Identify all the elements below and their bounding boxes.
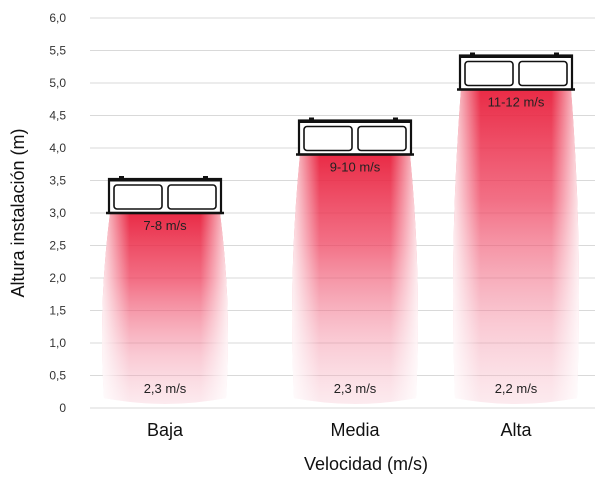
top-velocity-label: 11-12 m/s bbox=[488, 95, 545, 110]
bottom-velocity-label: 2,3 m/s bbox=[334, 381, 377, 396]
y-tick-label: 5,5 bbox=[49, 44, 66, 58]
unit-left-chamber bbox=[464, 60, 514, 87]
y-tick-label: 2,0 bbox=[49, 271, 66, 285]
air-curtain-unit bbox=[296, 117, 414, 156]
unit-right-chamber bbox=[167, 184, 217, 210]
category-labels: Baja Media Alta bbox=[147, 420, 533, 440]
unit-frame bbox=[107, 177, 223, 215]
plume-edge-fade bbox=[453, 89, 579, 404]
unit-mount-bolt bbox=[554, 52, 559, 57]
category-label: Baja bbox=[147, 420, 184, 440]
plume-bar bbox=[292, 154, 418, 404]
air-curtain-unit bbox=[457, 52, 575, 91]
y-tick-label: 4,0 bbox=[49, 141, 66, 155]
plume-bar bbox=[453, 89, 579, 404]
top-velocity-labels: 7-8 m/s 9-10 m/s 11-12 m/s bbox=[143, 95, 545, 234]
y-axis-ticks: 0 0,5 1,0 1,5 2,0 2,5 3,0 3,5 4,0 4,5 5,0 5,5 6,0 bbox=[49, 11, 66, 415]
bottom-velocity-label: 2,2 m/s bbox=[495, 381, 538, 396]
plume-edge-fade bbox=[102, 213, 228, 404]
bottom-velocity-label: 2,3 m/s bbox=[144, 381, 187, 396]
unit-right-chamber bbox=[518, 60, 568, 87]
y-tick-label: 6,0 bbox=[49, 11, 66, 25]
unit-mount-bolt bbox=[393, 117, 398, 122]
y-tick-label: 3,0 bbox=[49, 206, 66, 220]
y-tick-label: 1,0 bbox=[49, 336, 66, 350]
y-axis-title: Altura instalación (m) bbox=[8, 128, 28, 297]
x-axis-title: Velocidad (m/s) bbox=[304, 454, 428, 474]
category-label: Media bbox=[330, 420, 380, 440]
bottom-velocity-labels: 2,3 m/s 2,3 m/s 2,2 m/s bbox=[144, 381, 538, 396]
y-tick-label: 0,5 bbox=[49, 369, 66, 383]
unit-right-chamber bbox=[357, 125, 407, 152]
y-tick-label: 0 bbox=[59, 401, 66, 415]
y-tick-label: 5,0 bbox=[49, 76, 66, 90]
y-tick-label: 4,5 bbox=[49, 109, 66, 123]
unit-mount-bolt bbox=[309, 117, 314, 122]
unit-left-chamber bbox=[303, 125, 353, 152]
air-curtain-unit bbox=[106, 176, 224, 215]
y-tick-label: 3,5 bbox=[49, 174, 66, 188]
plume-bars bbox=[102, 89, 579, 404]
unit-mount-bolt bbox=[119, 176, 124, 180]
y-tick-label: 1,5 bbox=[49, 304, 66, 318]
air-curtain-units bbox=[106, 52, 575, 215]
top-velocity-label: 9-10 m/s bbox=[330, 160, 381, 175]
category-label: Alta bbox=[500, 420, 532, 440]
unit-mount-bolt bbox=[470, 52, 475, 57]
unit-frame bbox=[458, 54, 574, 91]
y-tick-label: 2,5 bbox=[49, 239, 66, 253]
unit-frame bbox=[297, 119, 413, 156]
unit-left-chamber bbox=[113, 184, 163, 210]
top-velocity-label: 7-8 m/s bbox=[143, 218, 187, 233]
unit-mount-bolt bbox=[203, 176, 208, 180]
plume-edge-fade bbox=[292, 154, 418, 404]
plume-bar bbox=[102, 213, 228, 404]
